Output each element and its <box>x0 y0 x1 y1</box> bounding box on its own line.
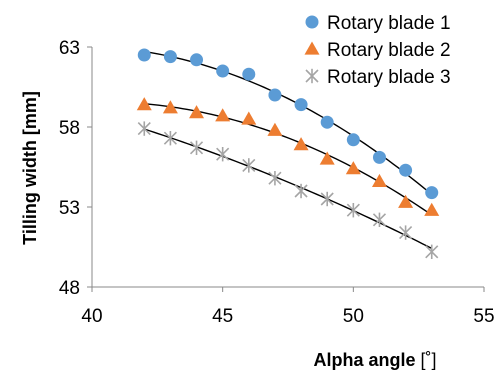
data-point-series-2 <box>398 194 414 208</box>
data-point-series-1 <box>320 115 334 129</box>
y-tick-label: 58 <box>59 118 80 139</box>
data-point-series-2 <box>293 137 309 151</box>
data-point-series-3 <box>216 147 230 162</box>
legend-marker-series-1 <box>305 15 319 29</box>
data-point-series-3 <box>189 140 204 155</box>
data-point-series-3 <box>399 225 413 240</box>
y-tick-label: 48 <box>59 278 80 299</box>
data-point-series-1 <box>190 53 204 67</box>
data-point-series-3 <box>242 158 256 173</box>
y-tick-label: 53 <box>59 198 80 219</box>
data-point-series-1 <box>346 133 360 147</box>
data-markers <box>136 48 440 259</box>
data-point-series-2 <box>136 97 152 111</box>
data-point-series-3 <box>268 171 282 186</box>
data-point-series-2 <box>162 100 178 114</box>
data-point-series-2 <box>215 108 231 122</box>
trendline-series-3 <box>144 128 433 250</box>
legend-label-series-3: Rotary blade 3 <box>327 67 451 88</box>
y-tick-label: 63 <box>59 38 80 59</box>
data-point-series-1 <box>268 88 282 102</box>
x-axis-title-text: Alpha angle <box>313 350 415 370</box>
legend: Rotary blade 1 Rotary blade 2 Rotary blade… <box>304 13 451 88</box>
data-point-series-1 <box>372 150 386 164</box>
x-axis-title-unit: [˚] <box>421 350 437 370</box>
plot-area: 40 45 50 55 48 53 58 63 <box>59 38 495 327</box>
data-point-series-2 <box>371 173 387 188</box>
data-point-series-2 <box>189 105 205 119</box>
data-point-series-2 <box>319 151 335 165</box>
data-point-series-3 <box>425 244 439 259</box>
data-point-series-3 <box>294 183 308 199</box>
y-axis-title: Tilling width [mm] <box>20 91 40 245</box>
legend-label-series-1: Rotary blade 1 <box>327 13 451 34</box>
x-tick-label: 55 <box>473 306 494 327</box>
data-point-series-3 <box>320 191 334 207</box>
data-point-series-2 <box>241 111 257 125</box>
data-point-series-3 <box>163 131 177 146</box>
data-point-series-3 <box>372 212 387 227</box>
data-point-series-1 <box>399 163 413 177</box>
data-point-series-1 <box>163 50 177 64</box>
x-axis-title: Alpha angle [˚] <box>313 350 436 370</box>
data-point-series-2 <box>345 161 361 175</box>
x-tick-label: 40 <box>81 306 102 327</box>
x-tick-label: 50 <box>343 306 364 327</box>
data-point-series-1 <box>242 67 256 81</box>
data-point-series-2 <box>267 122 283 136</box>
data-point-series-1 <box>137 48 151 62</box>
legend-label-series-2: Rotary blade 2 <box>327 40 451 61</box>
trendline-series-2 <box>144 103 433 216</box>
data-point-series-1 <box>425 186 439 200</box>
data-point-series-1 <box>216 64 230 78</box>
data-point-series-1 <box>294 98 308 112</box>
legend-marker-series-3 <box>305 68 319 84</box>
data-point-series-2 <box>424 202 440 216</box>
data-point-series-3 <box>137 121 151 136</box>
legend-marker-series-2 <box>304 41 320 55</box>
y-ticks: 48 53 58 63 <box>59 38 92 299</box>
x-tick-label: 45 <box>212 306 233 327</box>
data-point-series-3 <box>346 203 360 218</box>
x-ticks: 40 45 50 55 <box>81 287 495 327</box>
